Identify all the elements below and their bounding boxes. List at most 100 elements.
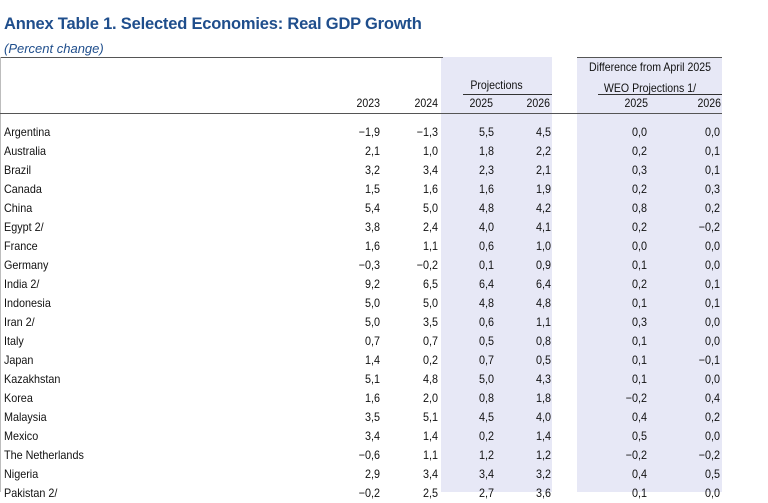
value-cell: 9,2 [364, 277, 380, 291]
value-cell: 3,4 [478, 467, 494, 481]
value-cell: 5,0 [422, 296, 438, 310]
value-cell: 0,0 [631, 125, 647, 139]
top-rule-right [577, 57, 722, 58]
value-cell: 1,0 [422, 144, 438, 158]
value-cell: 0,3 [704, 182, 720, 196]
difference-header-line1: Difference from April 2025 [589, 60, 711, 74]
value-cell: 5,1 [422, 410, 438, 424]
value-cell: 0,1 [631, 486, 647, 500]
value-cell: 0,0 [704, 315, 720, 329]
value-cell: 0,8 [631, 201, 647, 215]
value-cell: 0,4 [631, 467, 647, 481]
value-cell: 1,6 [422, 182, 438, 196]
table-row: Kazakhstan 5,1 4,8 5,0 4,3 0,1 0,0 [0, 370, 722, 389]
table-row: Iran 2/5,0 3,5 0,6 1,1 0,3 0,0 [0, 313, 722, 332]
value-cell: 0,1 [631, 296, 647, 310]
value-cell: 0,2 [478, 429, 494, 443]
value-cell: 1,8 [535, 391, 551, 405]
value-cell: 0,1 [704, 296, 720, 310]
value-cell: 5,5 [478, 125, 494, 139]
table-row: Canada 1,5 1,6 1,6 1,9 0,2 0,3 [0, 180, 722, 199]
value-cell: 1,2 [535, 448, 551, 462]
country-name: Australia [4, 144, 47, 158]
country-name: Canada [4, 182, 42, 196]
value-cell: 0,0 [704, 239, 720, 253]
table-row: Indonesia 5,0 5,0 4,8 4,8 0,1 0,1 [0, 294, 722, 313]
value-cell: −0,6 [358, 448, 380, 462]
value-cell: 0,9 [535, 258, 551, 272]
value-cell: 0,5 [535, 353, 551, 367]
value-cell: 3,4 [422, 163, 438, 177]
value-cell: 0,0 [631, 239, 647, 253]
value-cell: 0,7 [364, 334, 380, 348]
table-row: Mexico 3,4 1,4 0,2 1,4 0,5 0,0 [0, 427, 722, 446]
country-name: Malaysia [4, 410, 47, 424]
country-name: Germany [4, 258, 49, 272]
header-rule [0, 113, 722, 114]
country-name: Pakistan 2/ [4, 486, 58, 500]
year-header-2025: 2025 [469, 96, 493, 110]
value-cell: 4,1 [535, 220, 551, 234]
value-cell: 3,2 [364, 163, 380, 177]
value-cell: 3,8 [364, 220, 380, 234]
value-cell: 0,6 [478, 239, 494, 253]
table-row: Japan 1,4 0,2 0,7 0,5 0,1 −0,1 [0, 351, 722, 370]
value-cell: 2,0 [422, 391, 438, 405]
value-cell: 0,5 [478, 334, 494, 348]
left-border [0, 57, 1, 492]
country-name: Indonesia [4, 296, 51, 310]
value-cell: 0,1 [704, 163, 720, 177]
value-cell: 0,1 [704, 144, 720, 158]
value-cell: 0,0 [704, 125, 720, 139]
value-cell: 5,0 [478, 372, 494, 386]
value-cell: 0,0 [704, 486, 720, 500]
country-name: Japan [4, 353, 34, 367]
value-cell: 4,8 [535, 296, 551, 310]
value-cell: 0,3 [631, 315, 647, 329]
table-row: The Netherlands −0,6 1,1 1,2 1,2 −0,2 −0,2 [0, 446, 722, 465]
value-cell: 5,0 [364, 315, 380, 329]
year-header-2026: 2026 [526, 96, 550, 110]
value-cell: −1,3 [416, 125, 438, 139]
value-cell: 6,4 [535, 277, 551, 291]
table-row: Argentina −1,9 −1,3 5,5 4,5 0,0 0,0 [0, 123, 722, 142]
value-cell: 1,2 [478, 448, 494, 462]
country-name: China [4, 201, 33, 215]
value-cell: 0,7 [478, 353, 494, 367]
value-cell: 2,2 [535, 144, 551, 158]
value-cell: 2,5 [422, 486, 438, 500]
value-cell: 0,0 [704, 429, 720, 443]
diff-year-header-2025: 2025 [624, 96, 648, 110]
value-cell: −0,2 [625, 448, 647, 462]
value-cell: 0,1 [631, 334, 647, 348]
value-cell: 4,0 [478, 220, 494, 234]
table-row: Germany −0,3 −0,2 0,1 0,9 0,1 0,0 [0, 256, 722, 275]
value-cell: 0,2 [631, 220, 647, 234]
country-name: Argentina [4, 125, 51, 139]
value-cell: 3,4 [422, 467, 438, 481]
value-cell: −0,1 [698, 353, 720, 367]
value-cell: 0,1 [631, 258, 647, 272]
table-row: Nigeria 2,9 3,4 3,4 3,2 0,4 0,5 [0, 465, 722, 484]
value-cell: 1,5 [364, 182, 380, 196]
value-cell: 4,8 [478, 296, 494, 310]
difference-shading [577, 57, 722, 492]
value-cell: 0,1 [631, 372, 647, 386]
value-cell: 1,6 [478, 182, 494, 196]
value-cell: 0,3 [631, 163, 647, 177]
country-name: Nigeria [4, 467, 39, 481]
value-cell: 2,3 [478, 163, 494, 177]
value-cell: 0,2 [704, 410, 720, 424]
value-cell: 1,1 [422, 239, 438, 253]
country-name: Egypt 2/ [4, 220, 44, 234]
country-name: Iran 2/ [4, 315, 35, 329]
value-cell: 0,8 [478, 391, 494, 405]
value-cell: 0,0 [704, 334, 720, 348]
value-cell: 0,6 [478, 315, 494, 329]
projections-shading [441, 57, 552, 492]
value-cell: 1,6 [364, 239, 380, 253]
country-name: France [4, 239, 38, 253]
value-cell: 6,4 [478, 277, 494, 291]
value-cell: 1,4 [422, 429, 438, 443]
value-cell: −1,9 [358, 125, 380, 139]
